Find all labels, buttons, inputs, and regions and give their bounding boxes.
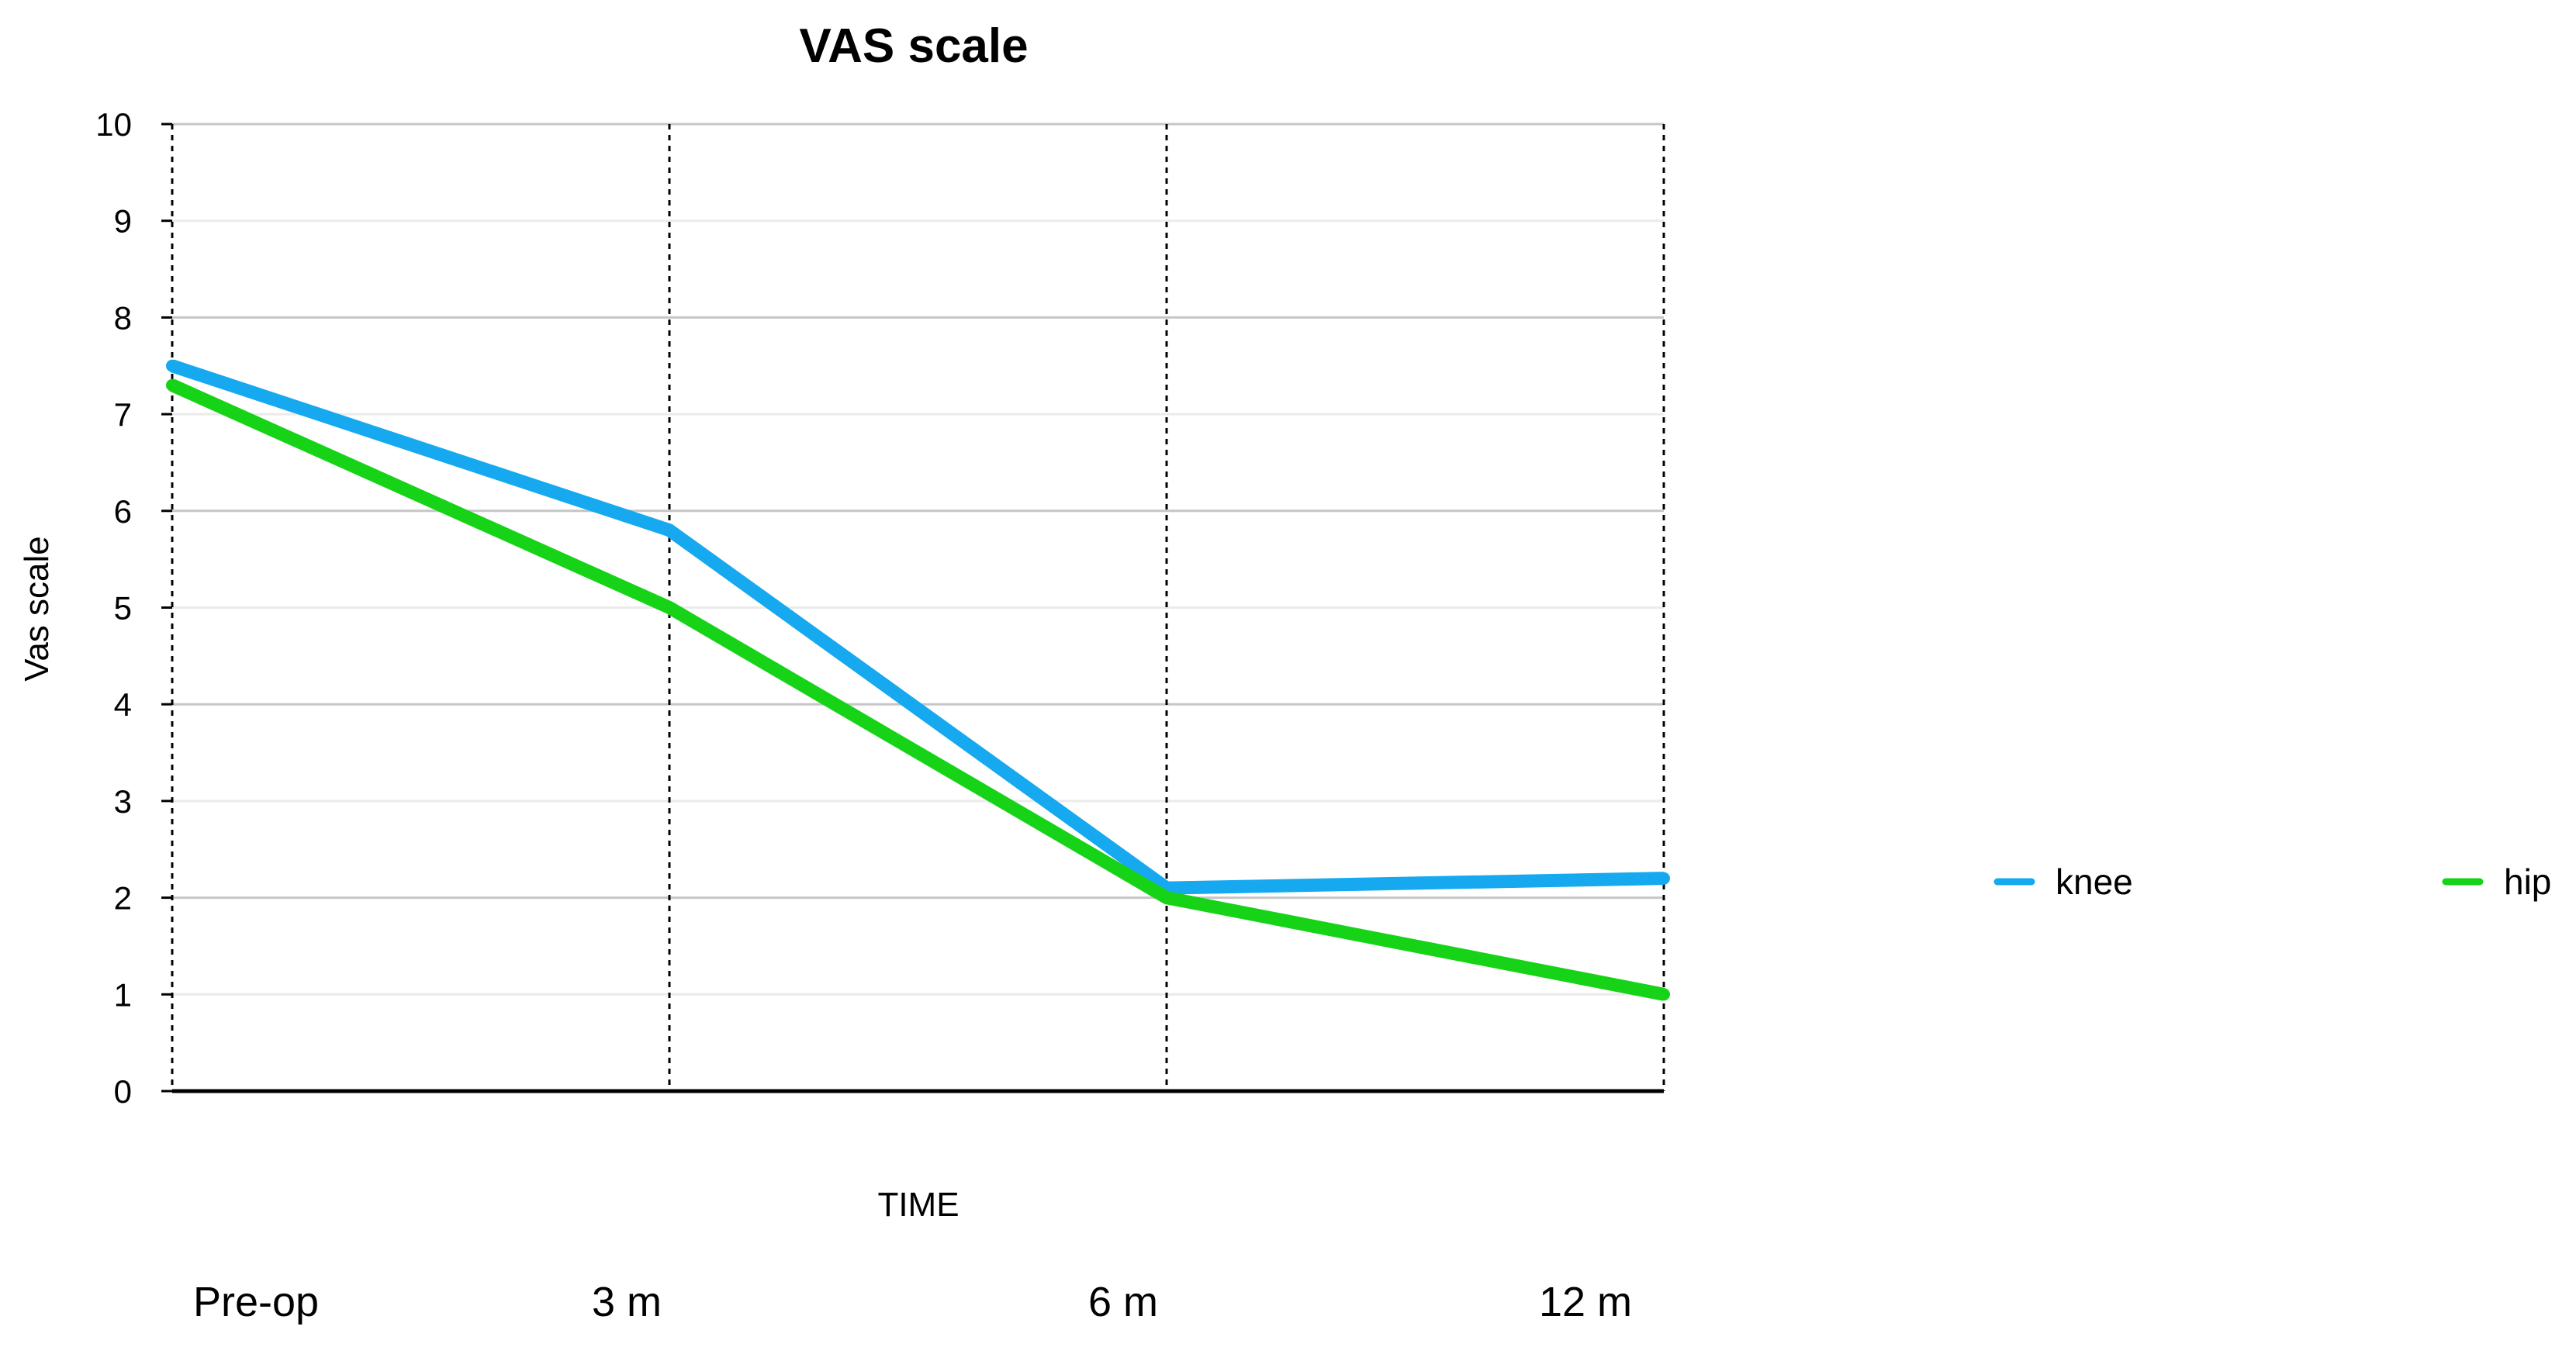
y-tick-label: 7 xyxy=(114,396,132,433)
y-axis-title: Vas scale xyxy=(18,536,56,682)
y-tick-label: 1 xyxy=(114,976,132,1013)
x-category-label: 3 m xyxy=(592,1279,662,1325)
data-point-knee xyxy=(663,523,676,537)
x-category-labels: Pre-op 3 m 6 m 12 m xyxy=(193,1279,1632,1325)
y-tick-label: 5 xyxy=(114,590,132,627)
gridlines xyxy=(172,123,1664,996)
data-point-knee xyxy=(1658,872,1670,885)
legend: knee hip xyxy=(1993,862,2551,902)
series-lines xyxy=(166,359,1670,1001)
x-category-label: Pre-op xyxy=(193,1279,319,1325)
y-tick-label: 2 xyxy=(114,880,132,917)
x-category-label: 6 m xyxy=(1088,1279,1158,1325)
y-tick-label: 3 xyxy=(114,783,132,820)
x-axis-title: TIME xyxy=(877,1186,959,1224)
legend-label-knee: knee xyxy=(2056,862,2133,902)
data-point-hip xyxy=(166,378,178,392)
category-dividers xyxy=(171,124,1665,1091)
data-point-knee xyxy=(166,359,178,372)
y-tick-label: 10 xyxy=(95,106,132,143)
y-tick-labels: 0 1 2 3 4 5 6 7 8 9 10 xyxy=(95,106,132,1110)
x-category-label: 12 m xyxy=(1539,1279,1632,1325)
y-tick-label: 8 xyxy=(114,299,132,336)
axes xyxy=(161,123,1664,1093)
data-point-hip xyxy=(1160,891,1173,904)
legend-label-hip: hip xyxy=(2504,862,2551,902)
y-tick-label: 9 xyxy=(114,203,132,240)
data-point-hip xyxy=(1658,988,1670,1001)
series-line-hip xyxy=(169,378,1665,1001)
y-tick-label: 6 xyxy=(114,493,132,530)
y-tick-label: 0 xyxy=(114,1073,132,1110)
data-point-hip xyxy=(663,601,676,614)
y-tick-label: 4 xyxy=(114,686,132,723)
chart-title: VAS scale xyxy=(799,19,1028,73)
labels: VAS scale TIME Vas scale xyxy=(18,19,1029,1224)
series-line-knee xyxy=(170,359,1665,895)
